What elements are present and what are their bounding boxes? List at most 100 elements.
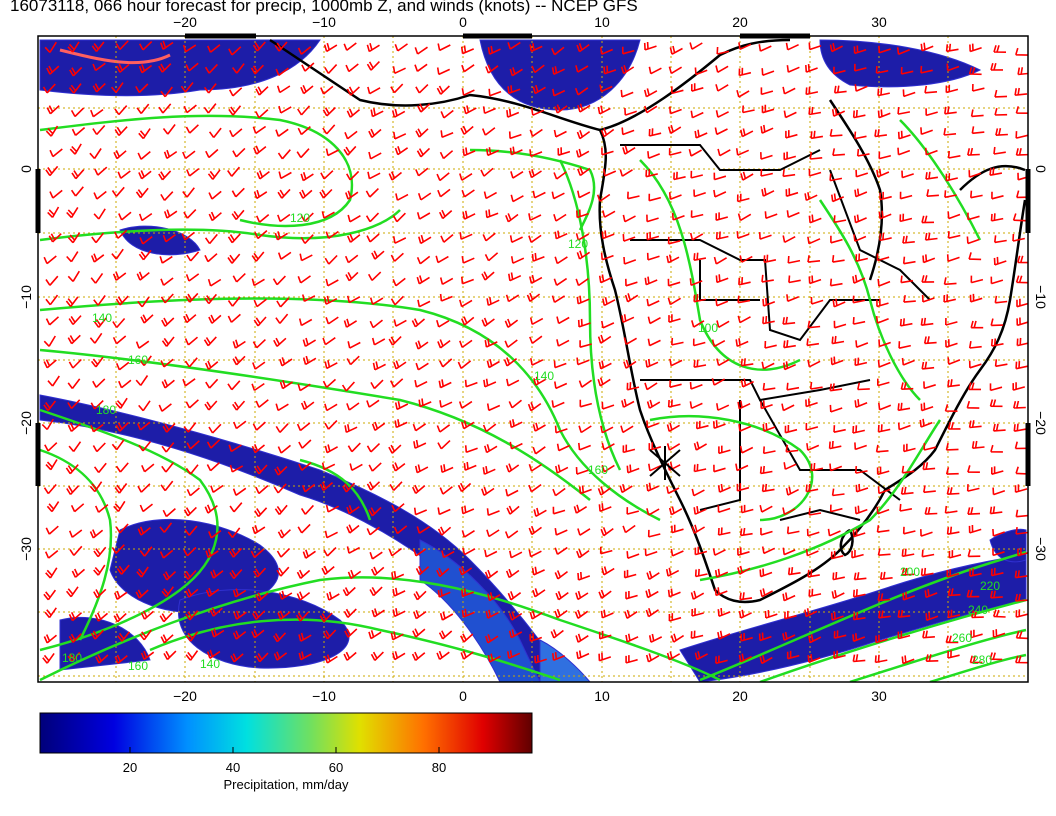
wind-barb	[808, 275, 822, 285]
wind-barb	[302, 294, 316, 303]
wind-barb	[461, 255, 475, 264]
wind-barb	[528, 168, 542, 179]
wind-barb	[161, 379, 175, 389]
wind-barb	[276, 85, 291, 94]
wind-barb	[90, 629, 104, 640]
wind-barb	[851, 549, 864, 559]
wind-barb	[71, 169, 85, 180]
wind-barb	[644, 105, 658, 114]
wind-barb	[161, 462, 175, 473]
wind-barb	[365, 188, 379, 198]
wind-barb	[854, 131, 867, 140]
wind-barb	[601, 401, 615, 410]
wind-barb	[436, 650, 450, 661]
wind-barb	[184, 336, 199, 346]
wind-barb	[901, 548, 915, 558]
wind-barb	[115, 397, 128, 409]
wind-barb	[507, 85, 521, 95]
wind-barb	[414, 46, 428, 55]
wind-barb	[322, 124, 336, 135]
wind-barb	[555, 464, 569, 474]
wind-barb	[578, 442, 591, 451]
wind-barb	[713, 172, 727, 181]
wind-barb	[228, 46, 242, 56]
wind-barb	[505, 294, 520, 303]
wind-barb	[574, 609, 589, 619]
lon-tick-top: 0	[459, 14, 467, 30]
wind-barb	[832, 298, 846, 308]
wind-barb	[277, 444, 292, 454]
wind-barb	[877, 424, 891, 433]
wind-barb	[504, 530, 519, 539]
wind-barb	[693, 252, 707, 261]
wind-barb	[185, 124, 199, 134]
wind-barb	[227, 233, 241, 244]
wind-barb	[227, 253, 241, 264]
wind-barb	[71, 126, 86, 137]
wind-barb	[625, 278, 638, 287]
wind-barb	[827, 528, 841, 537]
wind-barb	[947, 211, 961, 220]
wind-barb	[737, 315, 751, 324]
wind-barb	[68, 358, 82, 369]
wind-barb	[344, 628, 358, 638]
wind-barb	[855, 340, 869, 349]
wind-barb	[717, 505, 731, 513]
wind-barb	[833, 85, 847, 94]
wind-barb	[782, 86, 796, 95]
wind-barb	[805, 398, 818, 408]
wind-barb	[831, 335, 845, 345]
wind-barb	[992, 609, 1006, 618]
wind-barb	[626, 464, 640, 474]
colorbar: 20 40 60 80 Precipitation, mm/day	[39, 712, 533, 792]
wind-barb	[923, 381, 936, 390]
wind-barb	[484, 444, 498, 454]
wind-barb	[185, 631, 199, 642]
wind-barb	[231, 187, 245, 198]
wind-barb	[668, 148, 682, 156]
wind-barb	[277, 610, 291, 620]
wind-barb	[506, 378, 520, 387]
wind-barb	[393, 319, 407, 327]
wind-barb	[922, 462, 936, 471]
wind-barb	[255, 86, 269, 96]
wind-barb	[831, 589, 845, 600]
lat-tick-left: 0	[18, 165, 34, 173]
wind-barb	[369, 551, 383, 560]
wind-barb	[785, 188, 799, 197]
wind-barb	[1016, 337, 1028, 347]
wind-barb	[646, 508, 660, 516]
wind-barb	[439, 277, 454, 285]
wind-barb	[620, 64, 635, 75]
wind-barb	[761, 68, 775, 76]
wind-barb	[69, 545, 83, 556]
wind-barb	[738, 67, 752, 77]
wind-barb	[273, 483, 287, 494]
wind-barb	[967, 507, 981, 515]
wind-barb	[671, 86, 684, 95]
wind-barb	[388, 547, 402, 557]
wind-barb	[113, 613, 127, 623]
wind-barb	[738, 277, 751, 286]
wind-barb	[577, 166, 591, 177]
wind-barb	[299, 253, 313, 262]
wind-barb	[946, 63, 960, 72]
wind-barb	[597, 377, 611, 387]
wind-barb	[574, 87, 589, 96]
wind-barb	[943, 127, 957, 136]
wind-barb	[230, 653, 244, 663]
wind-barb	[853, 214, 867, 224]
map-panel: 120 140 160 180 120 140 160 180 200 220 …	[38, 36, 1028, 682]
wind-barb	[739, 255, 753, 263]
wind-barb	[89, 148, 102, 160]
wind-barb	[876, 525, 890, 533]
wind-barb	[528, 213, 542, 221]
wind-barb	[668, 314, 681, 323]
wind-barb	[388, 444, 402, 454]
wind-barb	[715, 65, 729, 73]
wind-barb	[554, 608, 568, 619]
wind-barb	[135, 589, 149, 599]
wind-barb	[693, 441, 708, 451]
wind-barb	[762, 423, 776, 432]
